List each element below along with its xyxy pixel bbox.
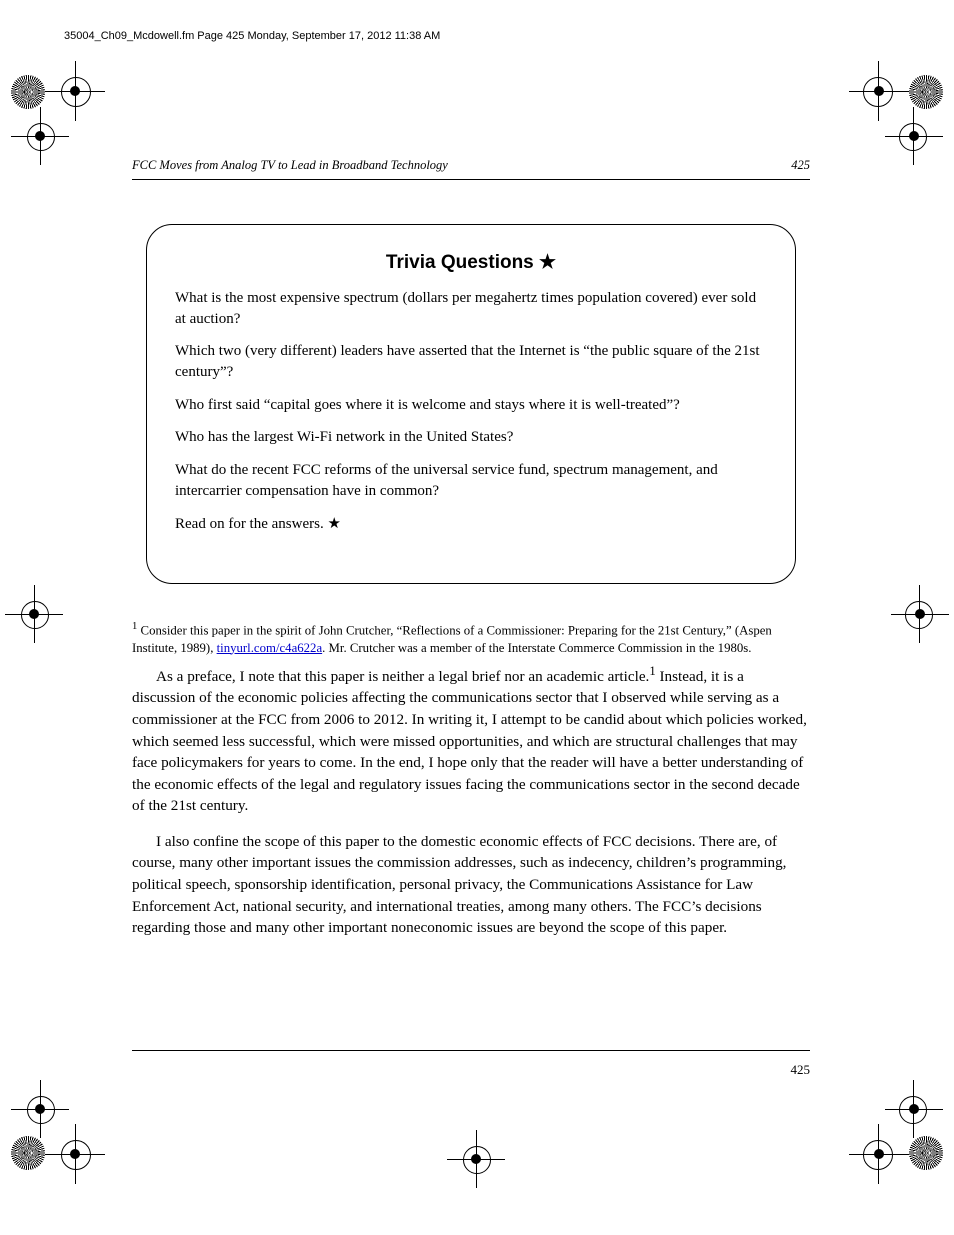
- footer-page-number: 425: [791, 1062, 811, 1078]
- reg-mark-bot-left: [5, 1080, 125, 1200]
- running-head-page: 425: [791, 158, 810, 173]
- trivia-q1: What is the most expensive spectrum (dol…: [175, 288, 767, 329]
- trivia-readon: Read on for the answers. ★: [175, 514, 767, 535]
- body-p1a: As a preface, I note that this paper is …: [156, 668, 649, 685]
- trivia-q5: What do the recent FCC reforms of the un…: [175, 460, 767, 501]
- footnote-ref-1: 1: [132, 621, 137, 632]
- header-rule: [132, 179, 810, 180]
- trivia-callout: Trivia Questions ★ What is the most expe…: [146, 224, 796, 584]
- running-head-title: FCC Moves from Analog TV to Lead in Broa…: [132, 158, 448, 173]
- reg-mark-top-left: [5, 45, 125, 165]
- body-p2: I also confine the scope of this paper t…: [132, 831, 810, 939]
- reg-mark-top-right: [829, 45, 949, 165]
- trivia-q4: Who has the largest Wi-Fi network in the…: [175, 427, 767, 448]
- trivia-body: What is the most expensive spectrum (dol…: [175, 288, 767, 534]
- reg-mark-bot-right: [829, 1080, 949, 1200]
- trivia-title: Trivia Questions ★: [175, 251, 767, 274]
- reg-mark-bot-center: [447, 1130, 507, 1190]
- body-p1b: Instead, it is a discussion of the econo…: [132, 668, 807, 814]
- reg-mark-mid-left: [5, 585, 65, 645]
- folio-line: 35004_Ch09_Mcdowell.fm Page 425 Monday, …: [64, 30, 440, 42]
- trivia-q3: Who first said “capital goes where it is…: [175, 395, 767, 416]
- running-head: FCC Moves from Analog TV to Lead in Broa…: [132, 158, 810, 173]
- page: 35004_Ch09_Mcdowell.fm Page 425 Monday, …: [0, 0, 954, 1235]
- footnote-text-b: . Mr. Crutcher was a member of the Inter…: [322, 641, 751, 655]
- body-text: 1 Consider this paper in the spirit of J…: [132, 620, 810, 953]
- footnote-link[interactable]: tinyurl.com/c4a622a: [217, 641, 323, 655]
- trivia-q2: Which two (very different) leaders have …: [175, 341, 767, 382]
- footer-rule: [132, 1050, 810, 1051]
- reg-mark-mid-right: [889, 585, 949, 645]
